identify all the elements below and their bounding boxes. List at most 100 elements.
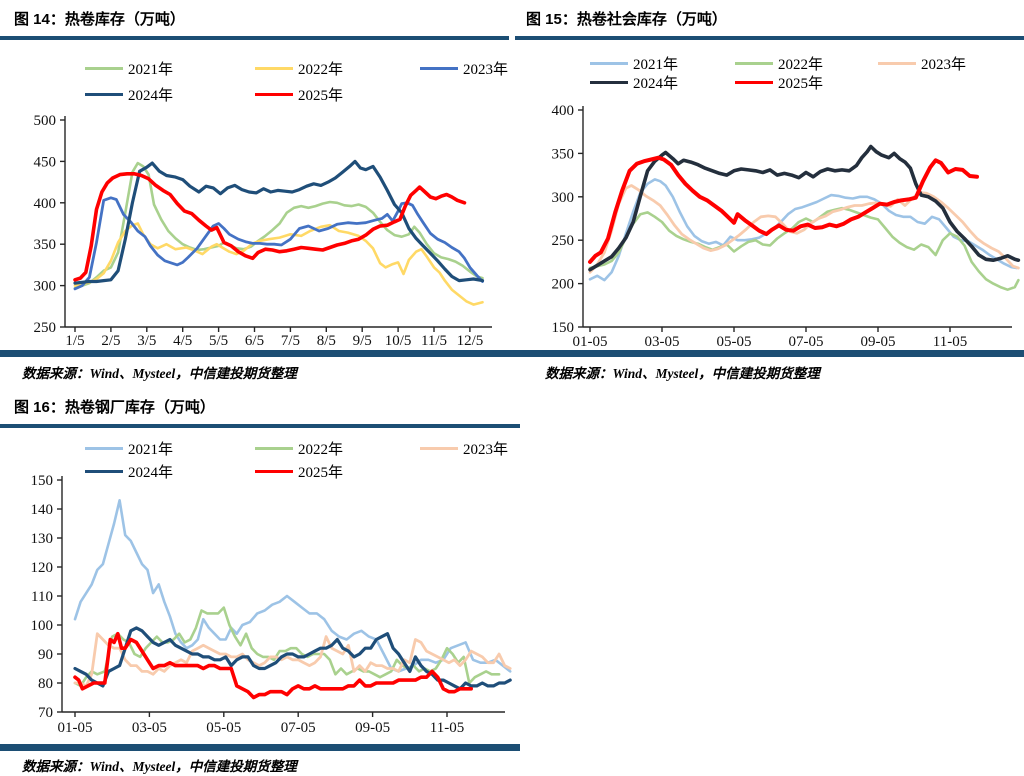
- y-tick-label: 100: [31, 618, 54, 634]
- x-tick-label: 03-05: [132, 720, 167, 736]
- legend-swatch: [85, 447, 123, 450]
- chart14-legend: 2021年 2022年 2023年 2024年 2025年: [0, 58, 512, 106]
- chart16-plot: 150 140 130 120 110 100 90 80 70 01-05 03-05 05-05 0…: [31, 473, 512, 736]
- legend-swatch: [878, 62, 916, 65]
- legend-item-2024: 2024年: [590, 72, 678, 93]
- legend-item-2025: 2025年: [255, 461, 343, 482]
- title-underline-left: [0, 36, 509, 40]
- legend-item-2022: 2022年: [255, 58, 343, 79]
- chart14-title: 图 14：热卷库存（万吨）: [14, 11, 185, 28]
- legend-label: 2023年: [921, 57, 967, 73]
- y-tick-label: 70: [38, 705, 53, 721]
- x-tick-label: 09-05: [355, 720, 390, 736]
- legend-item-2023: 2023年: [420, 438, 508, 459]
- x-tick-label: 9/5: [353, 333, 372, 348]
- legend-label: 2022年: [778, 57, 824, 73]
- series-line-2022: [73, 606, 501, 688]
- chart15-title: 图 15：热卷社会库存（万吨）: [526, 11, 727, 28]
- legend-label: 2024年: [128, 88, 174, 104]
- legend-swatch: [85, 67, 123, 70]
- x-tick-label: 11-05: [430, 720, 464, 736]
- x-tick-label: 09-05: [861, 334, 896, 346]
- legend-label: 2021年: [128, 442, 174, 458]
- legend-item-2023: 2023年: [420, 58, 508, 79]
- legend-swatch: [255, 67, 293, 70]
- x-tick-label: 1/5: [65, 333, 84, 348]
- y-tick-label: 250: [34, 320, 57, 336]
- series-line-2023: [588, 184, 1020, 274]
- y-tick-label: 400: [552, 103, 575, 119]
- legend-label: 2024年: [633, 76, 679, 92]
- y-tick-label: 200: [552, 277, 575, 293]
- series-line-2022: [588, 206, 1020, 291]
- legend-label: 2023年: [463, 62, 509, 78]
- legend-item-2024: 2024年: [85, 84, 173, 105]
- legend-swatch: [255, 447, 293, 450]
- y-tick-label: 450: [34, 154, 57, 170]
- series-line-2025: [588, 155, 979, 264]
- legend-swatch: [255, 469, 293, 474]
- series-line-2023: [73, 632, 512, 688]
- legend-swatch: [590, 80, 628, 85]
- x-tick-label: 01-05: [58, 720, 93, 736]
- y-tick-label: 90: [38, 647, 53, 663]
- y-tick-label: 400: [34, 196, 57, 212]
- y-tick-label: 350: [34, 237, 57, 253]
- series-line-2022: [73, 222, 484, 306]
- series-line-2021: [588, 178, 1018, 282]
- legend-swatch: [420, 67, 458, 70]
- legend-label: 2023年: [463, 442, 509, 458]
- x-tick-label: 01-05: [573, 334, 608, 346]
- y-tick-label: 500: [34, 113, 57, 129]
- chart14-source: 数据来源：Wind、Mysteel，中信建投期货整理: [22, 366, 297, 381]
- x-tick-label: 6/5: [245, 333, 264, 348]
- x-tick-label: 11/5: [421, 333, 447, 348]
- y-tick-label: 150: [31, 473, 54, 489]
- legend-label: 2022年: [298, 62, 344, 78]
- x-tick-label: 03-05: [645, 334, 680, 346]
- legend-swatch: [85, 92, 123, 97]
- legend-swatch: [590, 62, 628, 65]
- legend-item-2021: 2021年: [85, 438, 173, 459]
- y-tick-label: 80: [38, 676, 53, 692]
- legend-item-2021: 2021年: [590, 53, 678, 74]
- legend-item-2022: 2022年: [255, 438, 343, 459]
- series-line-2023: [73, 196, 484, 291]
- legend-swatch: [255, 92, 293, 97]
- legend-label: 2025年: [298, 465, 344, 481]
- legend-item-2024: 2024年: [85, 461, 173, 482]
- y-tick-label: 130: [31, 531, 54, 547]
- y-tick-label: 120: [31, 560, 54, 576]
- x-tick-label: 12/5: [457, 333, 484, 348]
- y-tick-label: 300: [34, 279, 57, 295]
- x-tick-label: 7/5: [281, 333, 300, 348]
- series-line-2021: [73, 161, 484, 290]
- chart15-source: 数据来源：Wind、Mysteel，中信建投期货整理: [545, 366, 820, 381]
- title-underline-bottom: [0, 424, 520, 428]
- chart14-plot: 500 450 400 350 300 250 1/5 2/5 3/5 4/5 5/5 6/5 7/5 8…: [34, 113, 492, 348]
- x-tick-label: 5/5: [209, 333, 228, 348]
- legend-label: 2021年: [633, 57, 679, 73]
- series-line-2024: [588, 144, 1021, 272]
- legend-swatch: [735, 62, 773, 65]
- chart16-source: 数据来源：Wind、Mysteel，中信建投期货整理: [22, 759, 297, 774]
- legend-label: 2025年: [778, 76, 824, 92]
- legend-item-2025: 2025年: [735, 72, 823, 93]
- section-divider-bottom: [0, 744, 520, 751]
- x-tick-label: 05-05: [206, 720, 241, 736]
- series-line-2024: [73, 159, 485, 285]
- x-tick-label: 3/5: [137, 333, 156, 348]
- legend-label: 2025年: [298, 88, 344, 104]
- x-tick-label: 2/5: [101, 333, 120, 348]
- y-tick-label: 350: [552, 146, 575, 162]
- x-tick-label: 07-05: [789, 334, 824, 346]
- chart16-title: 图 16：热卷钢厂库存（万吨）: [14, 399, 215, 416]
- y-tick-label: 110: [31, 589, 53, 605]
- x-tick-label: 11-05: [933, 334, 967, 346]
- legend-item-2021: 2021年: [85, 58, 173, 79]
- legend-swatch: [85, 469, 123, 474]
- series-line-2025: [73, 172, 467, 282]
- chart16-legend: 2021年 2022年 2023年 2024年 2025年: [0, 438, 520, 484]
